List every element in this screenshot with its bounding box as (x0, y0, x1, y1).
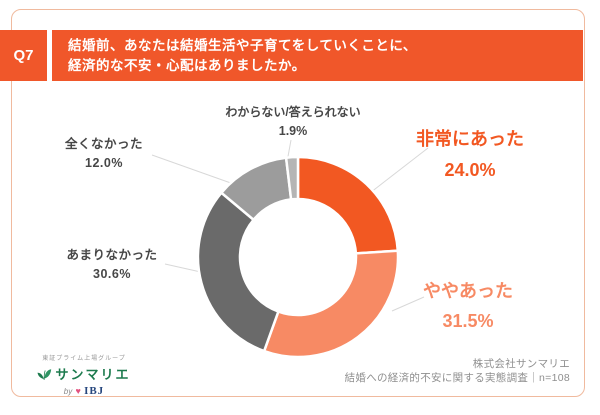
sunmarie-logo: 東証プライム上場グループ サンマリエ by ♥ IBJ (24, 353, 144, 397)
callout-not-much-label: あまりなかった (66, 248, 158, 262)
leaf-icon (37, 368, 52, 380)
logo-by-text: by (63, 387, 73, 396)
donut-segment-0 (296, 155, 400, 255)
logo-brand-text: サンマリエ (55, 367, 131, 382)
logo-brand-row: サンマリエ (24, 364, 144, 383)
callout-not-much-value: 30.6% (93, 266, 131, 281)
donut-segment-1 (262, 249, 400, 359)
question-line-1: 結婚前、あなたは結婚生活や子育てをしていくことに、 (68, 38, 417, 53)
donut-chart (196, 155, 400, 359)
callout-very-much: 非常にあった 24.0% (416, 130, 524, 179)
question-line-2: 経済的な不安・心配はありましたか。 (68, 58, 306, 73)
question-number-badge: Q7 (0, 30, 47, 81)
donut-segment-2 (196, 191, 280, 353)
callout-not-much: あまりなかった 30.6% (66, 249, 157, 280)
callout-somewhat-label: ややあった (423, 281, 513, 301)
callout-somewhat-value: 31.5% (442, 311, 494, 331)
logo-ibj-text: IBJ (84, 385, 105, 397)
survey-name: 結婚への経済的不安に関する実態調査｜n=108 (344, 372, 570, 384)
logo-tagline: 東証プライム上場グループ (42, 356, 126, 362)
source-note: 株式会社サンマリエ 結婚への経済的不安に関する実態調査｜n=108 (345, 357, 570, 385)
question-header: 結婚前、あなたは結婚生活や子育てをしていくことに、 経済的な不安・心配はありまし… (52, 30, 583, 81)
callout-dont-know-value: 1.9% (278, 124, 308, 138)
donut-segment-4 (284, 155, 300, 201)
heart-icon: ♥ (75, 386, 81, 396)
callout-very-much-value: 24.0% (444, 160, 496, 180)
question-number: Q7 (13, 47, 34, 64)
callout-dont-know-label: わからない/答えられない (225, 105, 361, 119)
logo-by-line: by ♥ IBJ (24, 385, 144, 397)
callout-not-at-all: 全くなかった 12.0% (65, 138, 143, 169)
callout-dont-know: わからない/答えられない 1.9% (225, 106, 360, 138)
callout-not-at-all-value: 12.0% (85, 155, 123, 170)
callout-very-much-label: 非常にあった (416, 129, 524, 149)
company-name: 株式会社サンマリエ (472, 358, 570, 370)
callout-not-at-all-label: 全くなかった (64, 137, 144, 151)
callout-somewhat: ややあった 31.5% (423, 282, 513, 330)
